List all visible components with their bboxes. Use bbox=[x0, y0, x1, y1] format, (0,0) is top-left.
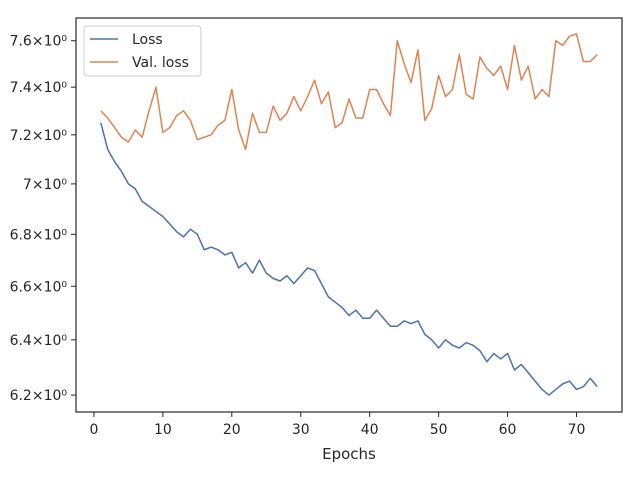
y-tick-label: 7×10⁰ bbox=[23, 177, 67, 193]
series-line-loss bbox=[100, 122, 598, 396]
y-tick-label: 6.8×10⁰ bbox=[10, 227, 68, 243]
x-tick-label: 30 bbox=[292, 422, 310, 438]
x-tick-label: 60 bbox=[499, 422, 517, 438]
y-tick-label: 7.6×10⁰ bbox=[10, 34, 68, 50]
legend-label: Loss bbox=[132, 32, 163, 48]
x-tick-label: 10 bbox=[154, 422, 172, 438]
plot-frame bbox=[75, 17, 623, 413]
ticks-layer: 0 10 20 30 40 50 60 70 6.2×10⁰ 6.4×10⁰ 6.6×10⁰ 6.8×… bbox=[10, 34, 586, 438]
x-axis-label: Epochs bbox=[322, 445, 376, 463]
plot-background bbox=[76, 18, 622, 412]
y-tick-label: 6.2×10⁰ bbox=[10, 388, 68, 404]
y-tick-label: 6.6×10⁰ bbox=[10, 279, 68, 295]
plot-area bbox=[76, 18, 622, 412]
x-tick-label: 0 bbox=[89, 422, 98, 438]
y-tick-label: 7.2×10⁰ bbox=[10, 128, 68, 144]
x-tick-label: 20 bbox=[223, 422, 241, 438]
y-tick-label: 7.4×10⁰ bbox=[10, 80, 68, 96]
series-line-val-loss bbox=[100, 33, 598, 151]
legend: Loss Val. loss bbox=[83, 25, 202, 77]
legend-label: Val. loss bbox=[132, 55, 189, 71]
y-tick-label: 6.4×10⁰ bbox=[10, 333, 68, 349]
x-tick-label: 70 bbox=[568, 422, 586, 438]
x-tick-label: 40 bbox=[361, 422, 379, 438]
series-layer bbox=[100, 33, 598, 396]
x-tick-label: 50 bbox=[430, 422, 448, 438]
